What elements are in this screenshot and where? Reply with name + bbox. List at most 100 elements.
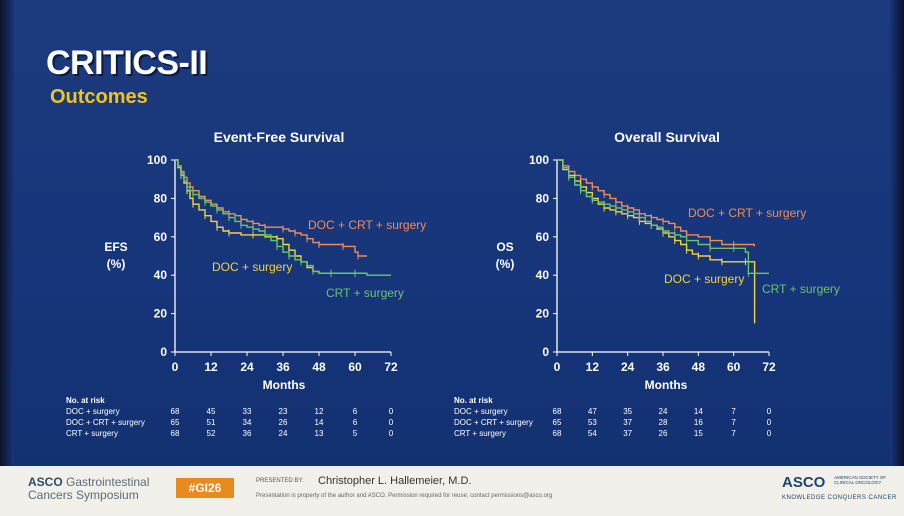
- efs-at-risk-value: 0: [388, 429, 394, 438]
- efs-at-risk-value: 34: [242, 418, 252, 427]
- efs-at-risk-row: DOC + surgery 68 45 33 23 12 6 0: [66, 407, 416, 418]
- os-y-tick-label: 80: [536, 191, 550, 205]
- os-at-risk-value: 0: [766, 429, 772, 438]
- efs-at-risk-arm-name: DOC + CRT + surgery: [66, 418, 145, 427]
- efs-x-tick-label: 60: [348, 360, 362, 374]
- efs-at-risk-value: 0: [388, 407, 394, 416]
- efs-chart-title: Event-Free Survival: [214, 129, 345, 145]
- efs-at-risk-value: 0: [388, 418, 394, 427]
- screen-edge-left: [0, 0, 14, 470]
- efs-x-tick-label: 24: [240, 360, 254, 374]
- efs-at-risk-value: 13: [314, 429, 324, 438]
- efs-at-risk-value: 6: [352, 407, 358, 416]
- efs-y-tick-label: 40: [154, 268, 168, 282]
- os-at-risk-arm-name: DOC + CRT + surgery: [454, 418, 533, 427]
- efs-x-tick-label: 12: [204, 360, 218, 374]
- efs-at-risk-value: 36: [242, 429, 252, 438]
- presented-by-label: PRESENTED BY:: [256, 478, 304, 484]
- efs-at-risk-arm-name: CRT + surgery: [66, 429, 118, 438]
- efs-at-risk-value: 6: [352, 418, 358, 427]
- slide-title: CRITICS-II: [46, 44, 208, 82]
- efs-at-risk-header: No. at risk: [66, 396, 105, 405]
- efs-at-risk-arm-name: DOC + surgery: [66, 407, 120, 416]
- os-at-risk-value: 37: [623, 418, 633, 427]
- os-chart-title: Overall Survival: [614, 129, 720, 145]
- os-x-tick-label: 72: [762, 360, 776, 374]
- efs-at-risk-value: 14: [314, 418, 324, 427]
- asco-logo: ASCO: [782, 474, 826, 491]
- efs-at-risk-value: 68: [170, 429, 180, 438]
- os-x-tick-label: 48: [692, 360, 706, 374]
- efs-x-tick-label: 48: [312, 360, 326, 374]
- efs-at-risk-row: DOC + CRT + surgery 65 51 34 26 14 6 0: [66, 418, 416, 429]
- efs-at-risk-value: 65: [170, 418, 180, 427]
- efs-x-tick-label: 36: [276, 360, 290, 374]
- efs-y-tick-label: 20: [154, 307, 168, 321]
- efs-at-risk-value: 5: [352, 429, 358, 438]
- os-at-risk-value: 37: [623, 429, 633, 438]
- asco-tagline: KNOWLEDGE CONQUERS CANCER: [782, 495, 897, 501]
- slide-subtitle: Outcomes: [50, 86, 148, 108]
- efs-at-risk-value: 12: [314, 407, 324, 416]
- logo-asco-text: ASCO: [28, 475, 63, 489]
- copyright-note: Presentation is property of the author a…: [256, 493, 553, 499]
- efs-at-risk-row: CRT + surgery 68 52 36 24 13 5 0: [66, 429, 416, 440]
- os-at-risk-value: 7: [731, 407, 736, 416]
- efs-x-label: Months: [263, 378, 306, 392]
- logo-symposium-text: Cancers Symposium: [28, 488, 139, 502]
- logo-gi-text: Gastrointestinal: [62, 475, 150, 489]
- os-at-risk-value: 53: [587, 418, 597, 427]
- os-at-risk-value: 7: [731, 429, 736, 438]
- efs-label-crt: CRT + surgery: [326, 286, 404, 300]
- footer-bar: ASCO Gastrointestinal Cancers Symposium …: [0, 466, 904, 516]
- efs-y-tick-label: 100: [147, 153, 167, 167]
- efs-label-doc-crt: DOC + CRT + surgery: [308, 218, 426, 232]
- os-label-crt: CRT + surgery: [762, 282, 840, 296]
- efs-chart: Event-Free Survival EFS (%) Months DOC +…: [104, 129, 426, 392]
- efs-y-label-1: EFS: [104, 240, 127, 254]
- os-at-risk-value: 0: [766, 418, 772, 427]
- os-at-risk-value: 54: [587, 429, 597, 438]
- os-y-tick-label: 0: [542, 345, 549, 359]
- os-at-risk-row: DOC + CRT + surgery 65 53 37 28 16 7 0: [454, 418, 794, 429]
- os-at-risk-value: 26: [658, 429, 668, 438]
- efs-at-risk-value: 45: [206, 407, 216, 416]
- os-x-tick-label: 12: [586, 360, 600, 374]
- presenter-name: Christopher L. Hallemeier, M.D.: [318, 475, 472, 487]
- efs-y-tick-label: 0: [160, 345, 167, 359]
- efs-at-risk-table: No. at risk DOC + surgery 68 45 33 23 12 6 0 DOC…: [66, 396, 416, 440]
- os-at-risk-header: No. at risk: [454, 396, 493, 405]
- os-label-doc: DOC + surgery: [664, 272, 744, 286]
- os-y-tick-label: 20: [536, 307, 550, 321]
- symposium-logo: ASCO Gastrointestinal Cancers Symposium: [28, 476, 149, 502]
- os-at-risk-value: 28: [658, 418, 668, 427]
- screen-edge-right: [890, 0, 904, 470]
- os-x-tick-label: 0: [554, 360, 561, 374]
- os-at-risk-row: CRT + surgery 68 54 37 26 15 7 0: [454, 429, 794, 440]
- os-at-risk-arm-name: DOC + surgery: [454, 407, 508, 416]
- os-label-doc-crt: DOC + CRT + surgery: [688, 206, 806, 220]
- os-at-risk-value: 47: [587, 407, 597, 416]
- os-at-risk-value: 35: [623, 407, 633, 416]
- os-at-risk-row: DOC + surgery 68 47 35 24 14 7 0: [454, 407, 794, 418]
- os-x-tick-label: 36: [656, 360, 670, 374]
- efs-at-risk-value: 26: [278, 418, 288, 427]
- os-at-risk-value: 68: [552, 429, 562, 438]
- os-at-risk-table: No. at risk DOC + surgery 68 47 35 24 14 7 0 DOC…: [454, 396, 794, 440]
- hashtag-badge: #GI26: [176, 478, 234, 498]
- efs-x-tick-label: 0: [172, 360, 179, 374]
- os-curve-doc: [557, 159, 756, 324]
- os-x-tick-label: 60: [727, 360, 741, 374]
- efs-at-risk-value: 33: [242, 407, 252, 416]
- efs-y-tick-label: 60: [154, 230, 168, 244]
- os-y-tick-label: 40: [536, 268, 550, 282]
- os-at-risk-value: 24: [658, 407, 668, 416]
- os-at-risk-value: 65: [552, 418, 562, 427]
- os-at-risk-value: 15: [693, 429, 703, 438]
- os-y-label-1: OS: [496, 240, 513, 254]
- os-at-risk-value: 14: [693, 407, 703, 416]
- efs-curve-crt: [175, 159, 391, 276]
- efs-at-risk-value: 23: [278, 407, 288, 416]
- efs-x-tick-label: 72: [384, 360, 398, 374]
